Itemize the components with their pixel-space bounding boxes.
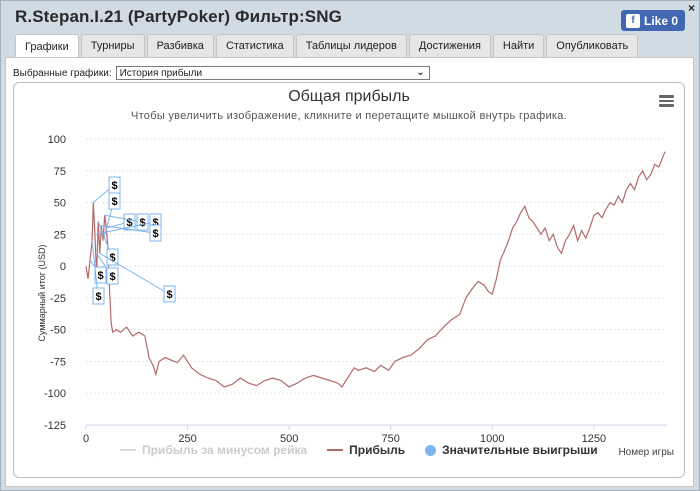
y-tick-label: 25 [54, 229, 66, 241]
win-flag [123, 213, 136, 231]
win-flag-label: $ [126, 217, 132, 229]
win-flag [163, 285, 176, 303]
x-tick-label: 500 [280, 433, 298, 445]
chart-selector-row: Выбранные графики: История прибыли ⌄ [13, 66, 430, 80]
x-tick-label: 0 [83, 433, 89, 445]
win-flag [149, 224, 162, 242]
win-flag-label: $ [139, 217, 145, 229]
tab-5[interactable]: Достижения [408, 34, 491, 57]
flag-connector [94, 221, 156, 235]
win-flag-label: $ [111, 196, 117, 208]
facebook-icon: f [626, 13, 640, 28]
legend-line-icon [327, 449, 344, 451]
y-tick-label: 100 [48, 134, 66, 146]
win-flag-label: $ [109, 252, 115, 264]
profit-chart[interactable]: Общая прибыль Чтобы увеличить изображени… [13, 82, 685, 478]
win-flag [108, 192, 121, 210]
flag-connector [91, 240, 99, 297]
win-flag-label: $ [152, 228, 158, 240]
win-flag [106, 248, 119, 266]
y-tick-label: -75 [50, 356, 66, 368]
tab-6[interactable]: Найти [492, 34, 545, 57]
tab-4[interactable]: Таблицы лидеров [295, 34, 407, 57]
y-tick-label: 75 [54, 166, 66, 178]
flag-connector [101, 224, 156, 234]
chart-selector-dropdown[interactable]: История прибыли ⌄ [115, 66, 430, 80]
legend-line-icon [120, 449, 136, 451]
x-tick-label: 750 [382, 433, 400, 445]
y-tick-label: -125 [44, 420, 66, 432]
chart-menu-icon[interactable] [659, 95, 674, 107]
x-tick-label: 250 [178, 433, 196, 445]
chart-title: Общая прибыль [288, 88, 410, 105]
x-axis-label: Номер игры [618, 447, 674, 458]
chart-selector-label: Выбранные графики: [13, 67, 112, 79]
y-tick-label: -50 [50, 325, 66, 337]
profit-series-line [85, 151, 666, 388]
like-label: Like 0 [644, 13, 679, 28]
chart-subtitle: Чтобы увеличить изображение, кликните и … [130, 110, 568, 122]
facebook-like-button[interactable]: f Like 0 [621, 10, 685, 31]
y-tick-label: 50 [54, 198, 66, 210]
y-tick-label: -25 [50, 293, 66, 305]
win-flag-label: $ [111, 180, 117, 192]
win-flag-label: $ [95, 291, 101, 303]
legend-item-rake[interactable]: Прибыль за минусом рейка [120, 443, 307, 457]
close-icon[interactable]: × [687, 1, 695, 15]
legend-label-rake: Прибыль за минусом рейка [142, 443, 308, 457]
x-tick-label: 1250 [582, 433, 606, 445]
flag-connector [99, 252, 170, 295]
chevron-down-icon: ⌄ [416, 67, 425, 78]
y-tick-label: 0 [60, 261, 66, 273]
tab-bar: Графики Турниры Разбивка Статистика Таблицы … [15, 34, 639, 58]
win-flag [92, 287, 105, 305]
legend-label-wins: Значительные выигрыши [442, 443, 598, 457]
charts-panel: Выбранные графики: История прибыли ⌄ Общ… [5, 57, 694, 487]
y-tick-label: -100 [44, 388, 66, 400]
win-flag [136, 213, 149, 231]
legend-label-profit: Прибыль [349, 443, 406, 457]
tab-7[interactable]: Опубликовать [546, 34, 639, 57]
chart-legend: Прибыль за минусом рейка Прибыль Значите… [120, 443, 598, 457]
win-flag [94, 266, 107, 284]
win-flag [106, 267, 119, 285]
tab-2[interactable]: Разбивка [146, 34, 214, 57]
window-title: R.Stepan.I.21 (PartyPoker) Фильтр:SNG [15, 7, 342, 26]
y-axis-label: Суммарный итог (USD) [37, 244, 47, 342]
win-flag-label: $ [152, 217, 158, 229]
win-flag-label: $ [166, 289, 172, 301]
tab-0[interactable]: Графики [15, 34, 79, 58]
win-flag-label: $ [109, 271, 115, 283]
win-flag-label: $ [97, 270, 103, 282]
x-tick-label: 1000 [480, 433, 504, 445]
flag-connector [104, 214, 143, 223]
legend-item-profit[interactable]: Прибыль [327, 443, 405, 457]
legend-item-wins[interactable]: Значительные выигрыши [425, 443, 598, 457]
legend-dot-icon [425, 444, 437, 456]
tab-3[interactable]: Статистика [215, 34, 294, 57]
chart-selector-value: История прибыли [119, 67, 203, 79]
tab-1[interactable]: Турниры [80, 34, 145, 57]
